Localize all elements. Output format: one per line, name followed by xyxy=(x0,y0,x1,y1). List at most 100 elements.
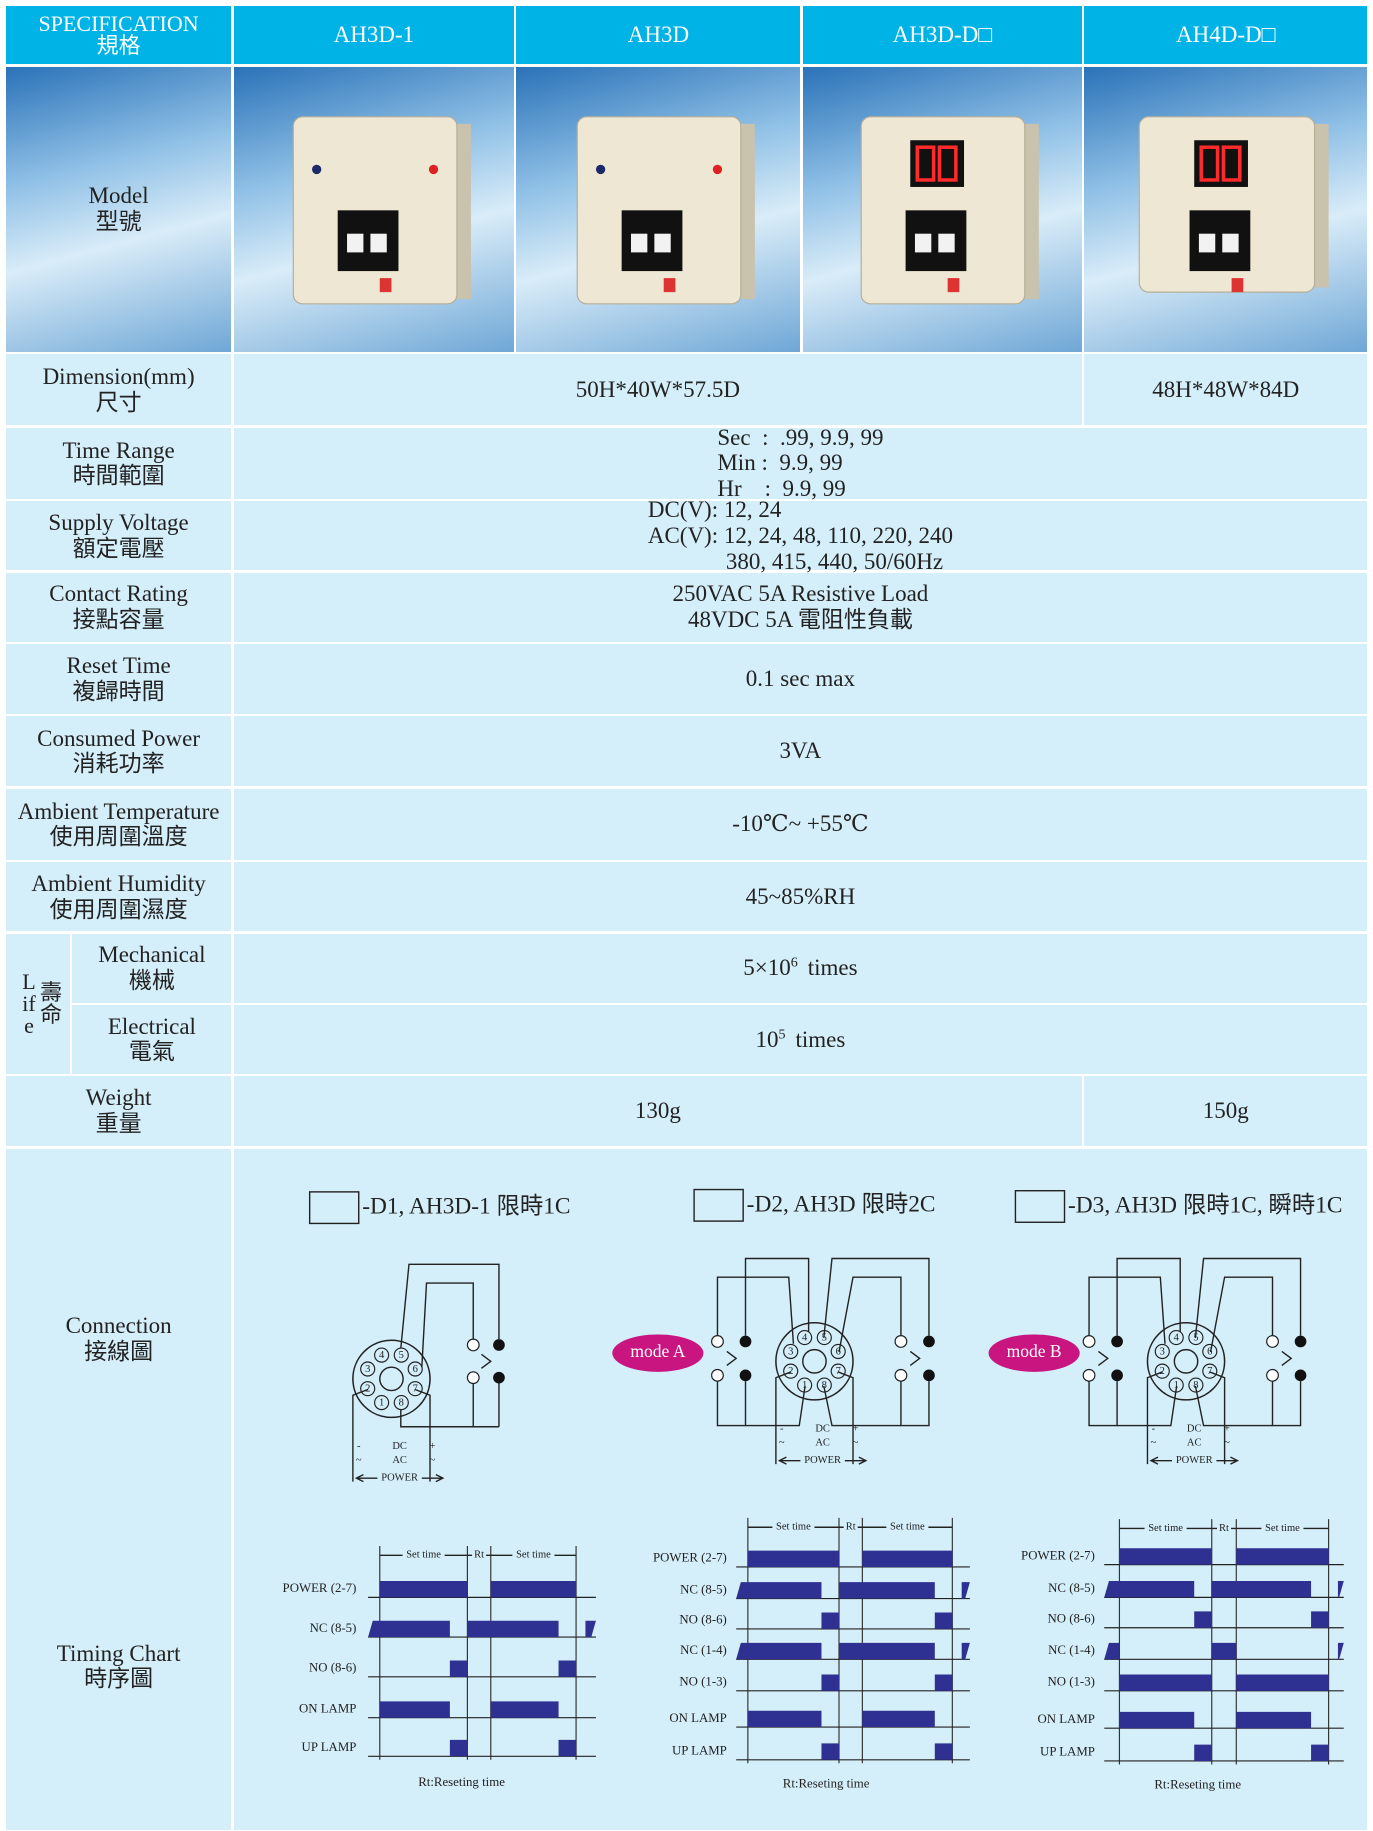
wire xyxy=(1117,1385,1178,1427)
contact-open xyxy=(466,1371,480,1385)
value-line: Min : 9.9, 99 xyxy=(717,450,843,476)
row-value: 50H*40W*57.5D xyxy=(233,354,1083,426)
pin xyxy=(830,1343,846,1360)
pin xyxy=(360,1361,376,1377)
marker-label-bg xyxy=(772,1520,815,1535)
signal-high xyxy=(821,1743,839,1760)
signal-high xyxy=(1211,1580,1312,1598)
dial-key xyxy=(347,233,364,253)
pin-number: 5 xyxy=(822,1333,827,1344)
life-sub-label-text: Mechanical xyxy=(98,942,206,968)
diagram-title: -D1, AH3D-1 限時1C xyxy=(362,1193,570,1220)
mode-pill xyxy=(612,1334,704,1372)
signal-label: NC (1-4) xyxy=(680,1643,727,1657)
row-value: Sec : .99, 9.9, 99 Min : 9.9, 99 Hr : 9.9,… xyxy=(233,424,1368,502)
contact-closed xyxy=(493,1339,505,1351)
model-label: Model 型號 xyxy=(5,66,232,352)
signal-label: POWER (2-7) xyxy=(1021,1548,1095,1562)
wire xyxy=(1097,1350,1109,1366)
marker-label-bg xyxy=(472,1548,487,1563)
life-unit: times xyxy=(807,955,858,981)
wire xyxy=(481,1353,492,1369)
signal-high xyxy=(1104,1642,1120,1660)
diagram-title: -D2, AH3D 限時2C xyxy=(747,1190,936,1217)
timing_chart-label: Timing Chart 時序圖 xyxy=(6,1641,232,1693)
signal-high xyxy=(1119,1548,1212,1565)
pin xyxy=(407,1381,423,1397)
row-label-text: 接點容量 xyxy=(72,607,165,633)
signal-high xyxy=(934,1743,953,1760)
header-model-text: AH3D xyxy=(627,22,690,48)
row-label: Weight 重量 xyxy=(5,1076,232,1147)
header-spec-text: 規格 xyxy=(96,33,141,59)
marker-label: Set time xyxy=(1148,1523,1183,1534)
marker-label: Rt xyxy=(474,1550,484,1561)
pin xyxy=(1188,1377,1204,1393)
value-line: Hr : 9.9, 99 xyxy=(717,476,846,502)
marker-label-bg xyxy=(1261,1521,1304,1536)
row-label-text: Ambient Temperature xyxy=(17,798,220,824)
life-sub-label-text: Electrical xyxy=(107,1013,196,1039)
lamp-on xyxy=(595,164,606,175)
signal-high xyxy=(1211,1642,1237,1660)
wire xyxy=(777,1456,787,1465)
contact-open xyxy=(711,1335,724,1348)
marker-label-bg xyxy=(1217,1521,1232,1536)
title-box xyxy=(308,1191,360,1225)
pin-number: 6 xyxy=(836,1346,841,1357)
mode-label: mode A xyxy=(630,1341,685,1361)
socket xyxy=(775,1321,854,1401)
contact-open xyxy=(1082,1368,1096,1382)
row-label-text: 使用周圍溫度 xyxy=(49,824,188,850)
wire xyxy=(716,1276,795,1344)
life-exponent: 5 xyxy=(778,1026,786,1042)
signal-high xyxy=(379,1701,450,1718)
wire xyxy=(400,1409,499,1428)
badge xyxy=(1231,278,1244,293)
row-label-text: Ambient Humidity xyxy=(31,871,206,897)
pin-number: 3 xyxy=(365,1364,370,1375)
row-value-text: -10℃~ +55℃ xyxy=(732,811,869,837)
signal-high xyxy=(1337,1642,1344,1660)
signal-high xyxy=(1311,1611,1329,1628)
signal-high xyxy=(1194,1744,1212,1761)
life-exponent: 6 xyxy=(790,955,798,971)
row-label-text: 尺寸 xyxy=(95,389,142,415)
signal-high xyxy=(821,1674,839,1691)
signal-high xyxy=(838,1582,935,1599)
wire xyxy=(1209,1371,1226,1465)
connection-label-en: Connection xyxy=(65,1313,172,1339)
timing-note: Rt:Reseting time xyxy=(1154,1777,1241,1791)
power-sign: ~ xyxy=(430,1455,436,1466)
pin xyxy=(830,1363,846,1379)
value-line: AC(V): 12, 24, 48, 110, 220, 240 xyxy=(647,522,953,548)
signal-label: UP LAMP xyxy=(672,1744,727,1758)
diagram-title: -D3, AH3D 限時1C, 瞬時1C xyxy=(1068,1191,1342,1218)
dial xyxy=(1189,210,1251,272)
header-model: AH3D xyxy=(516,5,801,65)
mode-label: mode B xyxy=(1007,1341,1062,1361)
life-unit: times xyxy=(795,1026,846,1052)
power-type: AC xyxy=(392,1455,407,1466)
signal-high xyxy=(558,1739,577,1757)
pin xyxy=(797,1329,813,1346)
row-value: 250VAC 5A Resistive Load 48VDC 5A 電阻性負載 xyxy=(233,572,1368,642)
signal-label: NC (8-5) xyxy=(680,1582,727,1596)
signal-high xyxy=(490,1701,559,1718)
wire xyxy=(1271,1381,1302,1427)
value-line: Sec : .99, 9.9, 99 xyxy=(717,424,884,450)
signal-high xyxy=(1311,1744,1329,1761)
pin-number: 4 xyxy=(379,1350,385,1361)
row-label: Ambient Temperature 使用周圍溫度 xyxy=(5,788,232,860)
connection-label: Connection 接線圖 xyxy=(6,1313,232,1365)
pin-number: 3 xyxy=(1160,1346,1165,1357)
row-label-text: 額定電壓 xyxy=(72,535,165,561)
signal-high xyxy=(961,1642,970,1660)
row-value-text: 3VA xyxy=(779,738,822,764)
signal-high xyxy=(1119,1711,1195,1729)
header-model: AH3D-D□ xyxy=(802,5,1083,65)
pin-number: 6 xyxy=(413,1364,418,1375)
power-sign: - xyxy=(780,1423,784,1434)
signal-high xyxy=(1236,1674,1329,1691)
contact-closed xyxy=(1294,1335,1307,1348)
